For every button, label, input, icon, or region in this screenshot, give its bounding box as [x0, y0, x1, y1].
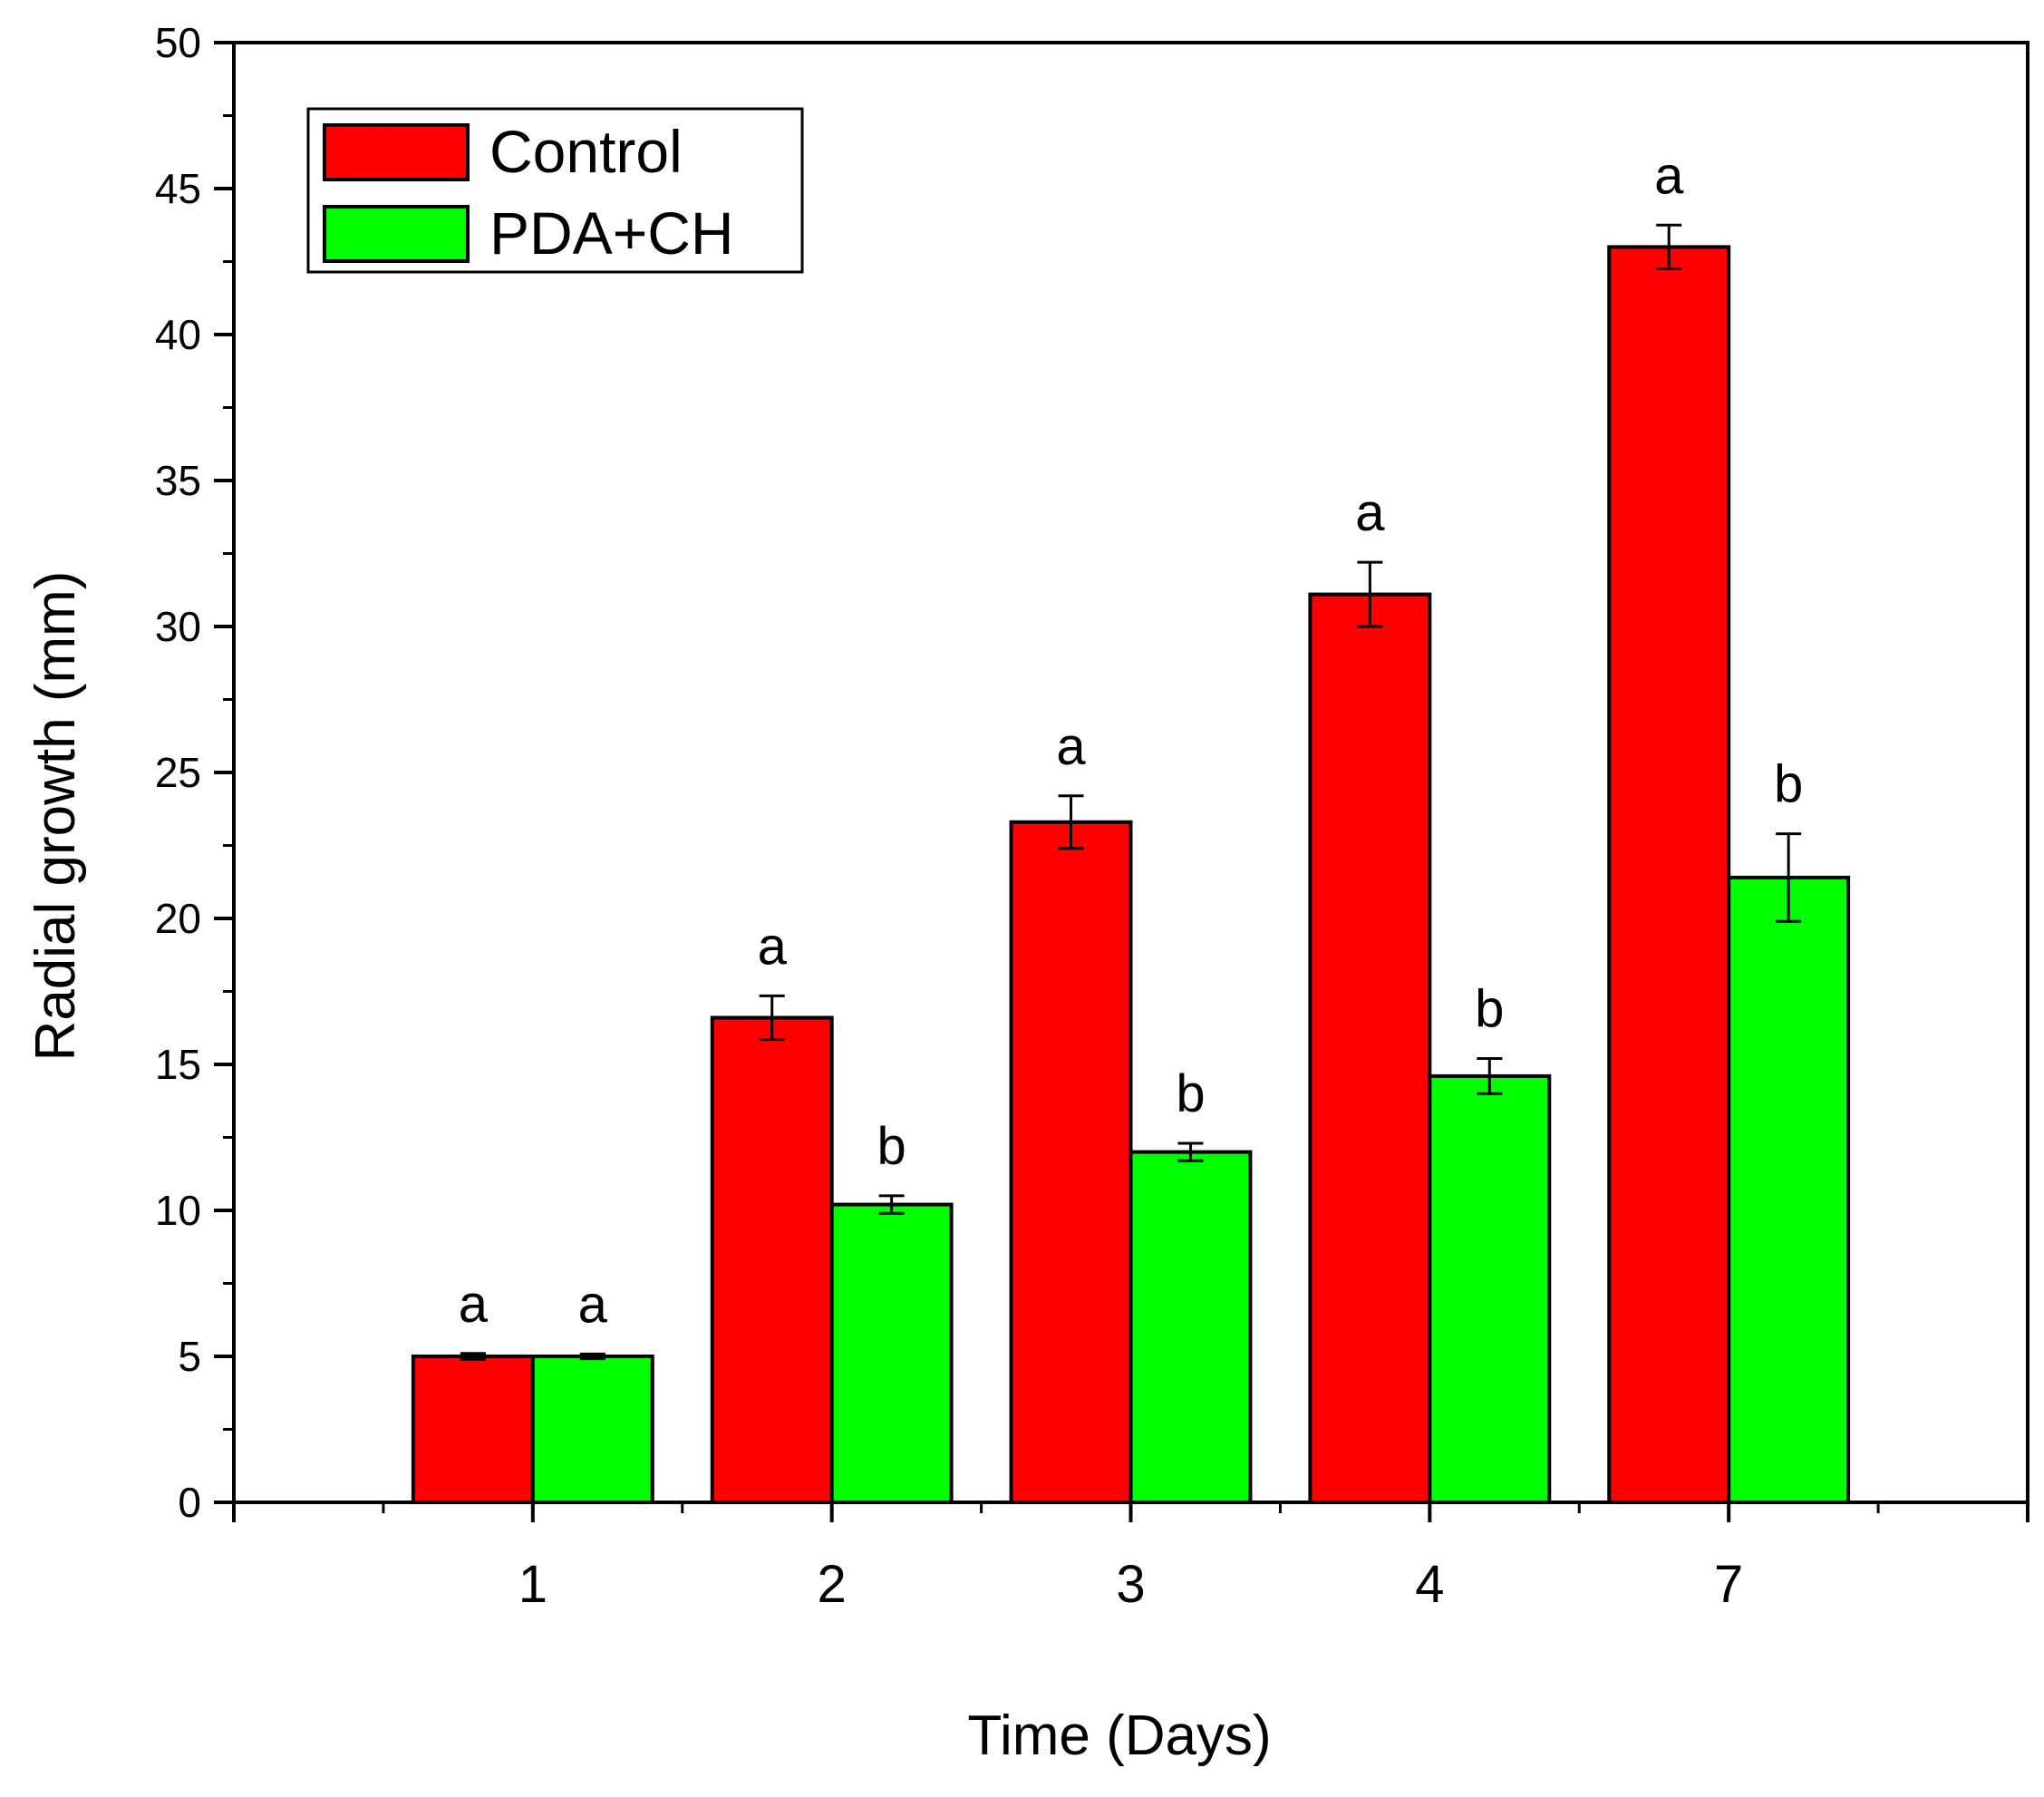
x-tick-label-2: 2 [818, 1555, 847, 1614]
significance-letter-pda-ch-3: b [1176, 1064, 1205, 1123]
y-tick-label-30: 30 [155, 603, 201, 650]
y-tick-label-0: 0 [178, 1479, 201, 1526]
y-tick-label-45: 45 [155, 165, 201, 212]
bar-control-1 [411, 1355, 535, 1504]
significance-letter-control-3: a [1056, 717, 1086, 776]
plot-area: a a a a a a b b b b 0 5 10 15 20 25 30 35 40 45 50 1 2 3 4 7 [155, 19, 2029, 1614]
bar-control-2 [710, 1015, 834, 1504]
y-axis-title: Radial growth (mm) [24, 571, 87, 1062]
legend: Control PDA+CH [306, 107, 804, 274]
significance-letter-control-1: a [459, 1275, 489, 1334]
y-tick-label-35: 35 [155, 457, 201, 504]
y-tick-label-50: 50 [155, 19, 201, 66]
y-tick-label-5: 5 [178, 1333, 201, 1380]
bar-pda-ch-4 [1428, 1073, 1552, 1504]
x-tick-label-4: 4 [1415, 1555, 1444, 1614]
x-tick-label-1: 1 [518, 1555, 547, 1614]
y-tick-label-20: 20 [155, 895, 201, 942]
significance-letter-pda-ch-4: b [1475, 980, 1504, 1039]
legend-label-control: Control [489, 118, 683, 185]
significance-letter-control-2: a [758, 917, 788, 976]
x-axis-title: Time (Days) [967, 1705, 1271, 1767]
significance-letter-pda-ch-2: b [877, 1117, 906, 1176]
significance-letter-pda-ch-1: a [578, 1275, 608, 1334]
legend-label-pda-ch: PDA+CH [489, 199, 734, 267]
x-tick-label-7: 7 [1714, 1555, 1743, 1614]
bar-pda-ch-1 [530, 1355, 654, 1504]
significance-letter-control-4: a [1355, 483, 1385, 542]
significance-letter-control-7: a [1654, 146, 1684, 205]
y-tick-label-15: 15 [155, 1041, 201, 1088]
bar-control-3 [1009, 820, 1133, 1504]
significance-letter-pda-ch-7: b [1774, 755, 1803, 814]
bar-control-7 [1607, 245, 1731, 1504]
legend-swatch-pda-ch [323, 205, 470, 263]
legend-swatch-control [323, 123, 470, 181]
bar-pda-ch-3 [1129, 1150, 1253, 1504]
bar-pda-ch-7 [1727, 875, 1851, 1504]
y-tick-label-40: 40 [155, 311, 201, 358]
y-tick-label-10: 10 [155, 1187, 201, 1234]
bar-control-4 [1308, 592, 1432, 1504]
bar-pda-ch-2 [829, 1202, 954, 1505]
x-tick-label-3: 3 [1116, 1555, 1145, 1614]
y-tick-label-25: 25 [155, 749, 201, 796]
